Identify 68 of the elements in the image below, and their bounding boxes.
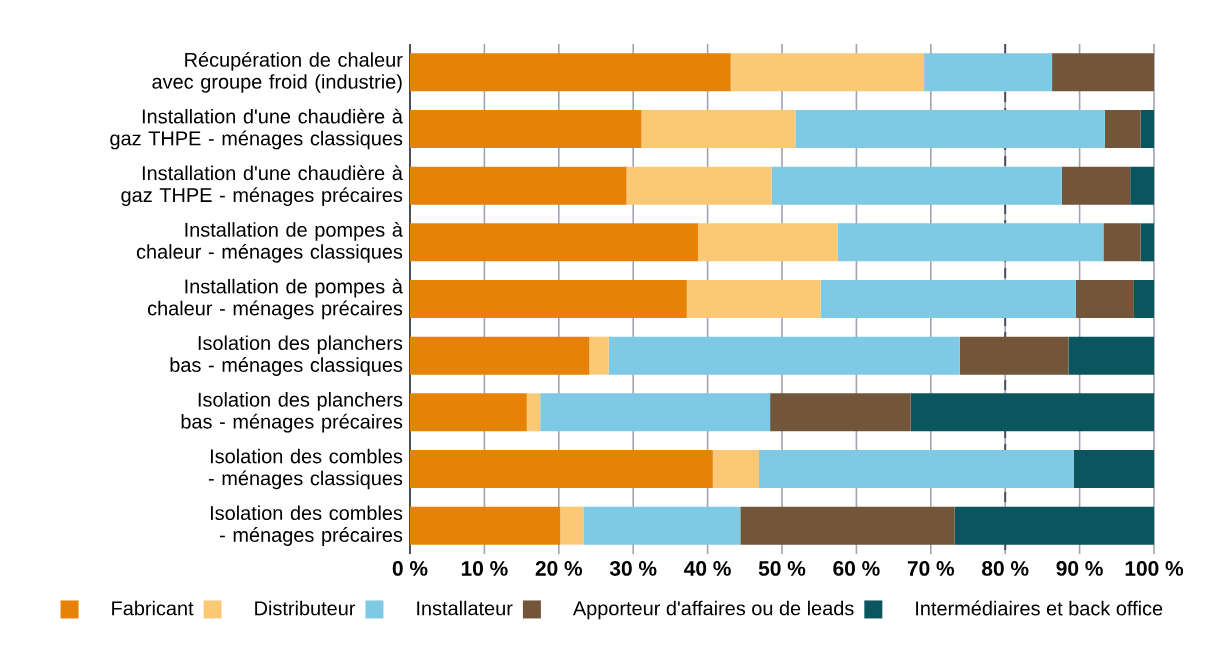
bar	[410, 506, 561, 545]
y-tick-label: Installation d'une chaudière à gaz THPE - ménages classiques	[110, 108, 403, 150]
y-tick-label: Isolation des combles - ménages classiques	[208, 448, 403, 490]
bar	[910, 393, 1155, 432]
legend-label: Fabricant	[112, 600, 194, 616]
bar	[771, 166, 1062, 205]
bar	[608, 336, 960, 375]
bar	[1133, 280, 1155, 319]
bar	[626, 166, 772, 205]
bar	[1130, 166, 1155, 205]
bar	[959, 336, 1069, 375]
x-tick-label: 20 %	[535, 561, 583, 576]
x-tick-label: 80 %	[982, 561, 1029, 576]
y-tick-label: Isolation des planchers bas - ménages classiques	[170, 335, 403, 376]
legend-label: Distributeur	[255, 600, 356, 616]
bar	[712, 450, 759, 489]
bar	[924, 53, 1053, 92]
bar	[730, 53, 925, 92]
x-tick-label: 30 %	[609, 561, 657, 576]
bar	[410, 110, 642, 149]
x-tick-label: 90 %	[1056, 561, 1103, 576]
bar	[410, 223, 698, 262]
bar	[410, 393, 527, 432]
bar	[795, 110, 1105, 149]
bar	[1104, 110, 1141, 149]
x-tick-label: 100 %	[1125, 561, 1184, 576]
bar	[1052, 53, 1155, 92]
bar	[837, 223, 1104, 262]
bar	[954, 506, 1155, 545]
bar	[686, 280, 821, 319]
bar	[410, 336, 590, 375]
bar	[410, 280, 687, 319]
bar	[589, 336, 609, 375]
y-tick-label: Isolation des planchers bas - ménages précaires	[181, 392, 403, 433]
bar	[1061, 166, 1131, 205]
y-tick-label: Isolation des combles - ménages précaires	[210, 505, 403, 546]
bar	[740, 506, 955, 545]
bar	[820, 280, 1076, 319]
x-tick-label: 40 %	[684, 561, 731, 576]
bar	[1075, 280, 1134, 319]
x-tick-label: 50 %	[758, 561, 806, 576]
x-tick-label: 60 %	[833, 561, 880, 576]
bar	[1073, 450, 1155, 489]
bar	[697, 223, 838, 262]
x-tick-label: 70 %	[907, 561, 955, 576]
legend-label: Installateur	[417, 600, 513, 616]
y-tick-label: Récupération de chaleur avec groupe froid (industrie)	[152, 51, 403, 93]
x-tick-label: 10 %	[461, 561, 508, 576]
y-tick-label: Installation de pompes à chaleur - ménages précaires	[147, 278, 403, 320]
bar	[1068, 336, 1155, 375]
bar	[1140, 223, 1155, 262]
bar	[410, 166, 627, 205]
bar	[1103, 223, 1141, 262]
bar	[583, 506, 741, 545]
bar	[526, 393, 541, 432]
y-tick-label: Installation d'une chaudière à gaz THPE - ménages précaires	[121, 165, 403, 207]
legend-label: Apporteur d'affaires ou de leads	[572, 600, 854, 620]
bar	[770, 393, 911, 432]
bar	[758, 450, 1074, 489]
legend-label: Intermédiaires et back office	[916, 600, 1163, 616]
y-tick-label: Installation de pompes à chaleur - ménages classiques	[136, 221, 403, 263]
bar	[410, 450, 713, 489]
bar	[410, 53, 731, 92]
bar	[1140, 110, 1155, 149]
bar	[641, 110, 796, 149]
bar	[560, 506, 584, 545]
bar	[540, 393, 771, 432]
x-tick-label: 0 %	[392, 561, 428, 576]
